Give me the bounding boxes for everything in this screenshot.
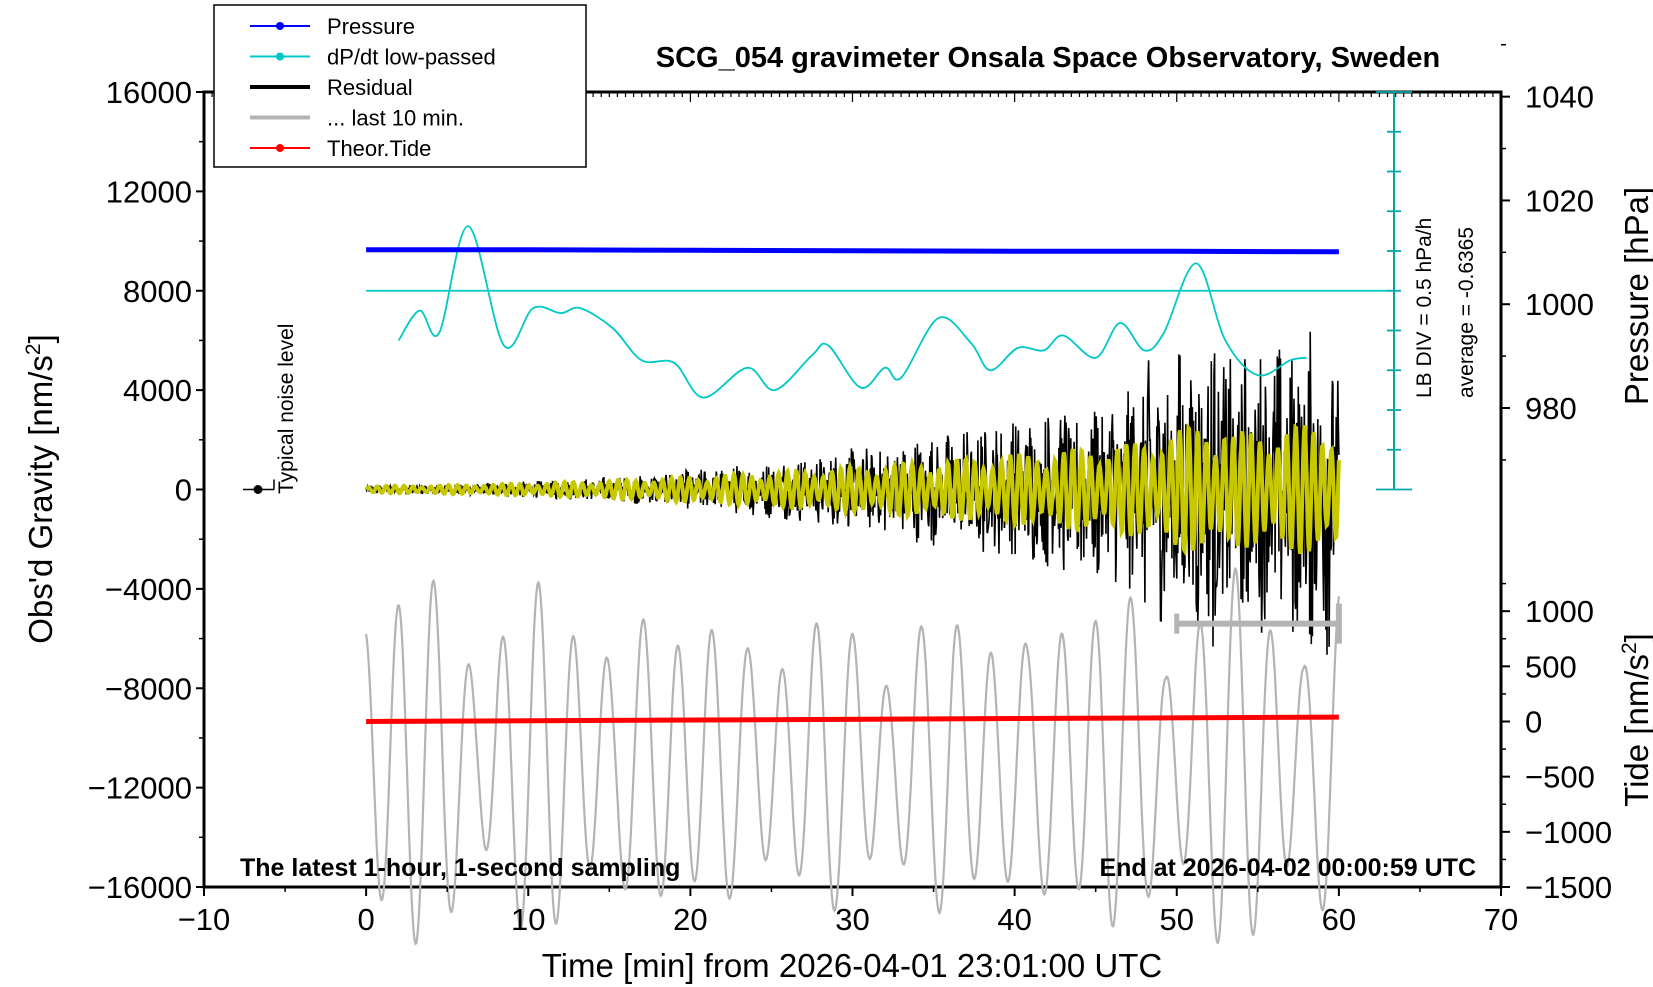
legend-label: dP/dt low-passed [327,45,496,70]
dpdt-series [366,225,1388,399]
lb-div-scale [1376,91,1412,491]
pressure-line [366,247,1339,255]
pressure-tick-label: 1040 [1525,80,1594,115]
noise-level-marker [243,479,275,494]
pressure-tick-label: 1000 [1525,287,1594,322]
y-axis-label-tide-main: Tide [nm/s [1618,654,1653,807]
annotation-noise-level: Typical noise level [275,324,298,494]
y-tick-label: 12000 [106,174,192,209]
residual-filtered-series [364,422,1341,557]
chart-title: SCG_054 gravimeter Onsala Space Observat… [656,42,1440,74]
tide-tick-label: 1000 [1525,594,1594,629]
dpdt-line [397,225,1307,399]
last-10-min-line [365,566,1340,946]
pressure-axis-ticks: 1040 1020 1000 980 [1501,44,1594,461]
y-axis-label-left-sup: 2 [22,343,45,355]
legend-label: ... last 10 min. [327,106,464,131]
y-axis-label-pressure: Pressure [hPa] [1618,187,1653,405]
y-tick-label: −8000 [105,671,192,706]
noise-marker-dot [253,485,263,494]
y-axis-label-left-main: Obs'd Gravity [nm/s [22,355,59,644]
tide-tick-label: −1000 [1525,815,1612,850]
y-axis-label-left: Obs'd Gravity [nm/s2] [22,334,59,644]
annotation-average: average = -0.6365 [1455,227,1478,398]
pressure-tick-label: 980 [1525,391,1577,426]
pressure-tick-label: 1020 [1525,183,1594,218]
y-axis-label-left-end: ] [22,334,59,343]
x-tick-label: 70 [1484,902,1518,937]
y-tick-label: 4000 [123,373,192,408]
ten-minute-bar [1174,603,1342,644]
y-tick-label: 0 [175,473,192,508]
x-tick-label: 30 [835,902,869,937]
tide-tick-label: 500 [1525,649,1577,684]
y-axis-label-tide-end: ] [1618,633,1653,642]
x-tick-label: 10 [511,902,545,937]
annotation-end-time: End at 2026-04-02 00:00:59 UTC [1099,854,1476,882]
y-tick-label: −4000 [105,572,192,607]
y-axis-label-tide: Tide [nm/s2] [1618,633,1653,807]
y-axis-label-tide-sup: 2 [1618,642,1641,654]
legend-items: Pressure dP/dt low-passed Residual ... last… [250,14,496,161]
tide-axis-ticks: 1000 500 0 −500 −1000 −1500 [1501,582,1612,905]
x-tick-label: 0 [358,902,375,937]
x-tick-label: 20 [673,902,707,937]
x-tick-label: 50 [1160,902,1194,937]
y-tick-label: −16000 [88,870,192,905]
y-tick-label: −12000 [88,771,192,806]
tide-tick-label: −500 [1525,760,1595,795]
annotation-sampling: The latest 1-hour, 1-second sampling [240,854,680,882]
y-axis-ticks: 16000 12000 8000 4000 0 −4000 −8000 −12000 −1600… [88,75,204,905]
tide-series [366,714,1339,724]
x-tick-label: −10 [178,902,231,937]
legend: Pressure dP/dt low-passed Residual ... last… [213,4,587,168]
tide-line [366,714,1339,724]
legend-label: Residual [327,75,413,100]
legend-marker [276,22,284,30]
y-tick-label: 16000 [106,75,192,110]
residual-filtered-line [364,422,1341,557]
x-tick-label: 40 [997,902,1031,937]
y-tick-label: 8000 [123,274,192,309]
legend-label: Pressure [327,14,415,39]
x-axis-label: Time [min] from 2026-04-01 23:01:00 UTC [542,947,1163,984]
annotation-lb-div: LB DIV = 0.5 hPa/h [1413,218,1436,398]
legend-label: Theor.Tide [327,136,431,161]
pressure-series [366,247,1339,255]
x-tick-label: 60 [1322,902,1356,937]
last-10-min-series [365,566,1340,946]
tide-tick-label: 0 [1525,705,1542,740]
x-axis-ticks: −10 0 10 20 30 40 50 60 70 [178,887,1518,937]
legend-marker [276,144,284,152]
tide-tick-label: −1500 [1525,870,1612,905]
legend-marker [276,52,284,61]
